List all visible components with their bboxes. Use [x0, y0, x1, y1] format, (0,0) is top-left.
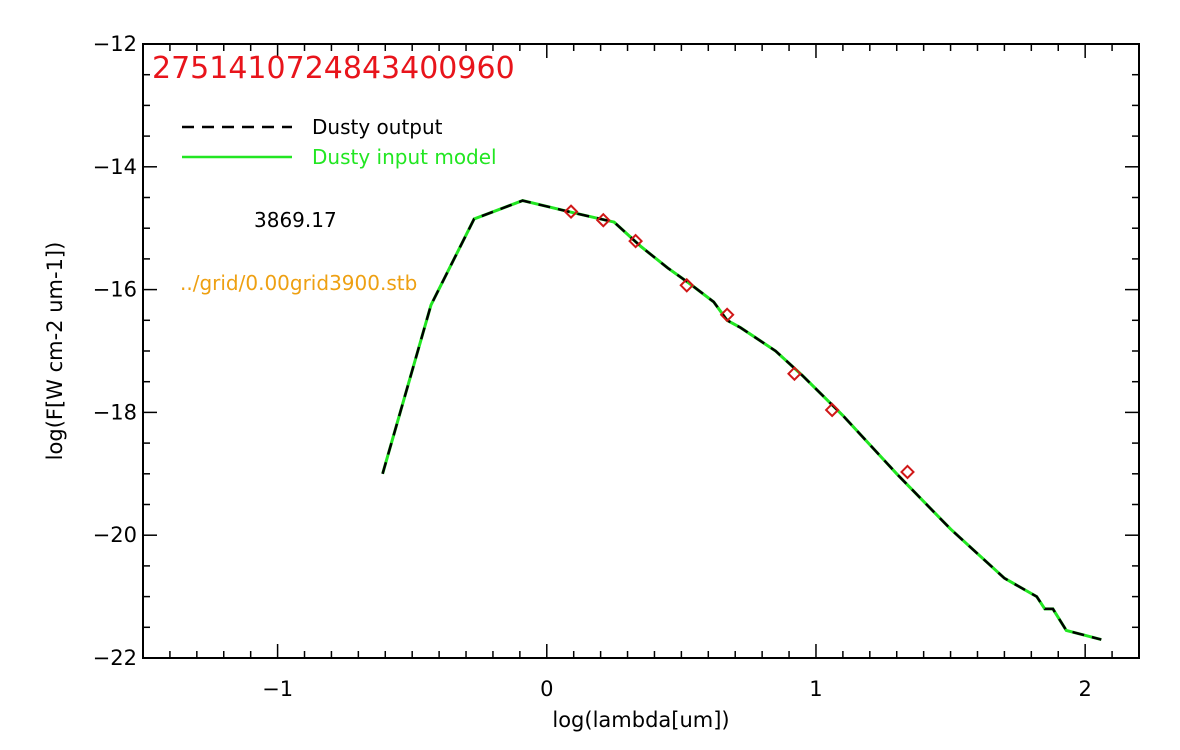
- y-tick-label: −22: [93, 646, 137, 670]
- series-input-model-line: [381, 199, 1102, 642]
- tick-labels: −1 0 1 2 −22 −20 −18 −16 −14 −12: [93, 32, 1092, 701]
- photometry-point: [719, 307, 735, 323]
- y-tick-label: −14: [93, 155, 137, 179]
- axis-ticks: [142, 43, 1140, 659]
- x-tick-label: 1: [809, 677, 822, 701]
- photometry-point: [900, 464, 915, 480]
- photometry-point: [628, 233, 644, 249]
- photometry-point: [595, 212, 611, 228]
- photometry-point: [563, 204, 579, 220]
- legend-input-label: Dusty input model: [312, 145, 497, 169]
- x-tick-label: −1: [262, 677, 293, 701]
- series-layer: [381, 199, 1102, 642]
- legend-output-label: Dusty output: [312, 115, 443, 139]
- annotation-value: 3869.17: [254, 208, 337, 232]
- chart-title: 2751410724843400960: [152, 51, 515, 86]
- x-axis-title: log(lambda[um]): [552, 708, 729, 732]
- y-tick-label: −16: [93, 278, 137, 302]
- y-tick-label: −20: [93, 523, 137, 547]
- photometry-point: [824, 402, 840, 418]
- photometry-point: [679, 277, 695, 293]
- y-tick-label: −12: [93, 32, 137, 56]
- legend: Dusty output Dusty input model: [182, 115, 497, 169]
- series-output-line: [381, 199, 1102, 641]
- x-tick-label: 0: [540, 677, 553, 701]
- y-axis-title: log(F[W cm-2 um-1]): [43, 242, 67, 461]
- x-tick-label: 2: [1078, 677, 1091, 701]
- y-tick-label: −18: [93, 400, 137, 424]
- photometry-point: [787, 366, 802, 382]
- annotation-grid-file: ../grid/0.00grid3900.stb: [180, 271, 417, 295]
